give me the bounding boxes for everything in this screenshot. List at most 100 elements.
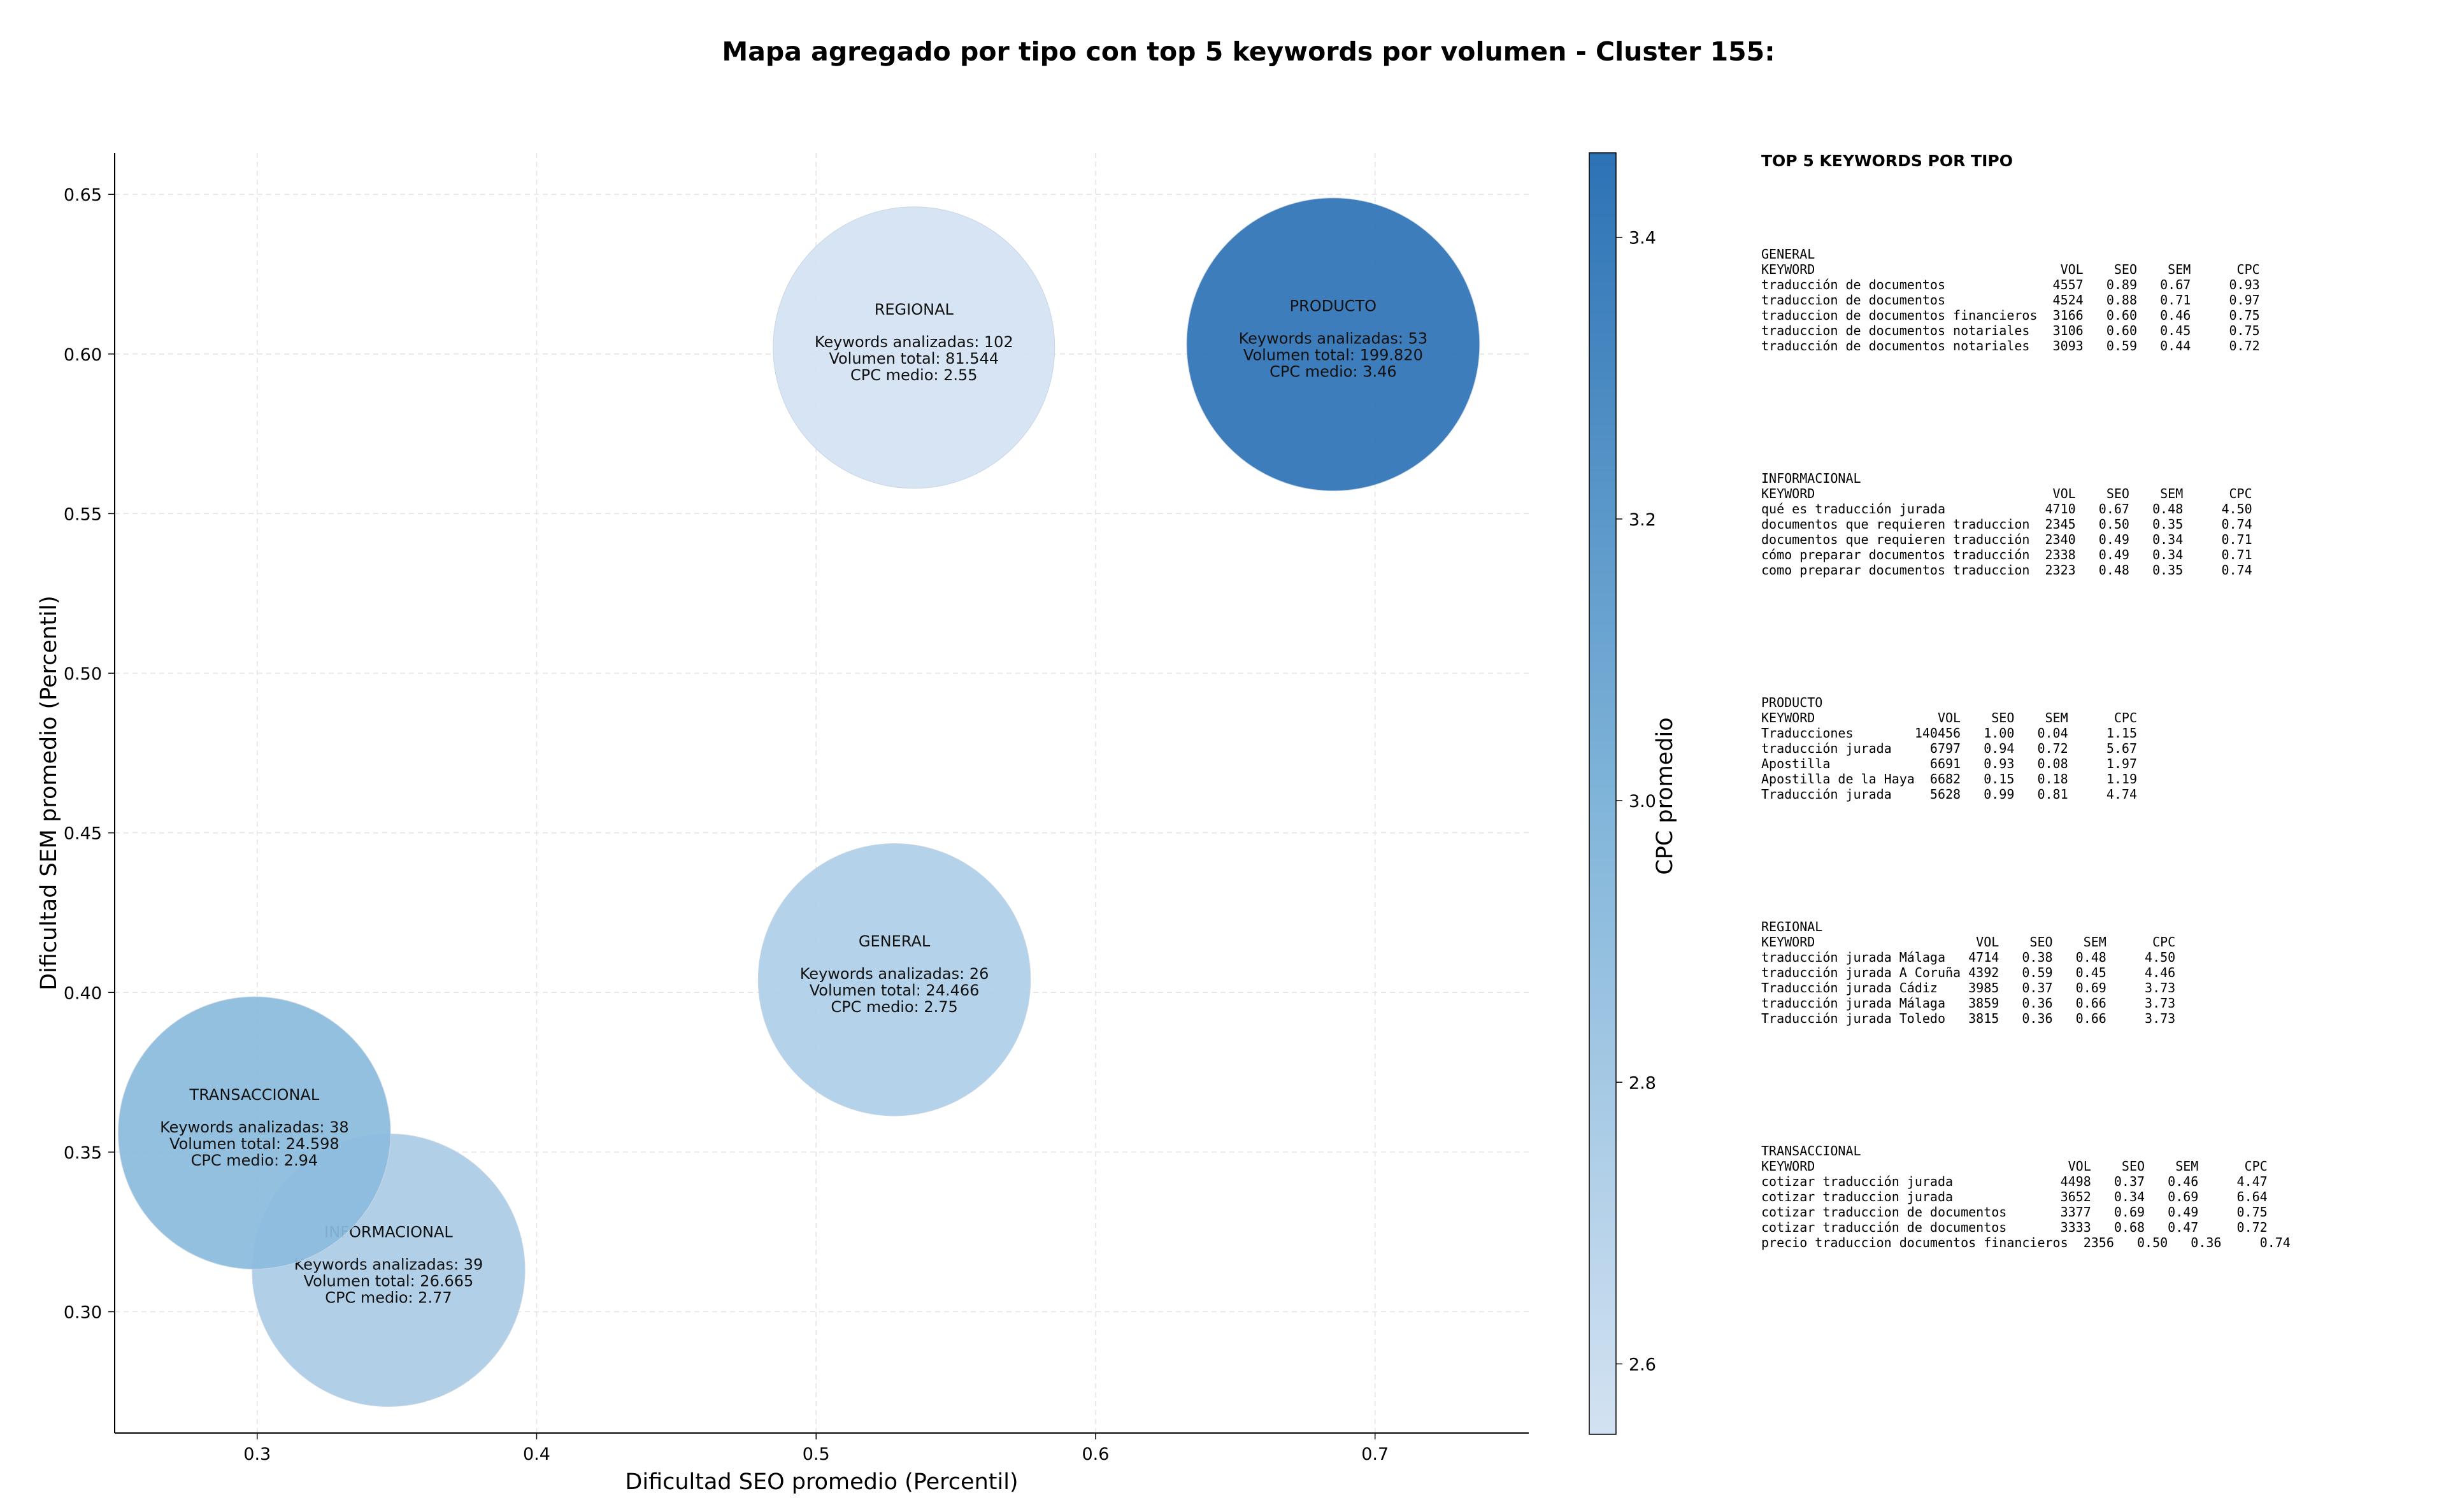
keyword-row: traduccion de documentos notariales 3106… (1761, 323, 2260, 338)
keyword-row: traducción jurada 6797 0.94 0.72 5.67 (1761, 741, 2138, 756)
colorbar-gradient (1589, 152, 1617, 1435)
group-header: KEYWORD VOL SEO SEM CPC (1761, 262, 2260, 277)
bubble-regional: REGIONAL Keywords analizadas: 102Volumen … (773, 206, 1055, 489)
group-header: KEYWORD VOL SEO SEM CPC (1761, 710, 2138, 725)
keyword-group-informacional: INFORMACIONAL KEYWORD VOL SEO SEM CPC qué … (1761, 471, 2436, 695)
axes (114, 153, 1529, 1434)
colorbar-tick-label: 3.0 (1629, 792, 1656, 811)
bubble-label: GENERAL (859, 932, 931, 950)
bubble-cpc: CPC medio: 2.94 (191, 1152, 318, 1169)
keyword-row: cotizar traducción de documentos 3333 0.… (1761, 1220, 2268, 1235)
keyword-group-producto: PRODUCTO KEYWORD VOL SEO SEM CPC Traduccio… (1761, 695, 2436, 919)
x-ticks: 0.3 0.4 0.5 0.6 0.7 (243, 1433, 1389, 1464)
bubble-label: TRANSACCIONAL (189, 1086, 320, 1104)
keyword-row: cotizar traduccion jurada 3652 0.34 0.69… (1761, 1189, 2268, 1204)
keyword-row: qué es traducción jurada 4710 0.67 0.48 … (1761, 501, 2252, 517)
x-tick-label: 0.6 (1082, 1444, 1109, 1464)
x-tick-label: 0.7 (1361, 1444, 1389, 1464)
keyword-group-regional: REGIONAL KEYWORD VOL SEO SEM CPC traducció… (1761, 919, 2436, 1143)
chart-title: Mapa agregado por tipo con top 5 keyword… (722, 36, 1775, 67)
bubble-circle (757, 843, 1031, 1116)
y-tick-label: 0.35 (64, 1143, 102, 1163)
keyword-row: traduccion de documentos 4524 0.88 0.71 … (1761, 292, 2260, 308)
bubble-volume: Volumen total: 81.544 (829, 350, 999, 367)
colorbar-tick-label: 2.8 (1629, 1073, 1656, 1093)
keyword-row: cotizar traduccion de documentos 3377 0.… (1761, 1204, 2268, 1220)
group-name: INFORMACIONAL (1761, 471, 1861, 486)
group-name: TRANSACCIONAL (1761, 1143, 1861, 1159)
colorbar-tick-label: 3.2 (1629, 510, 1656, 530)
keyword-groups: GENERAL KEYWORD VOL SEO SEM CPC traducción… (1761, 246, 2436, 1367)
keyword-row: traducción jurada A Coruña 4392 0.59 0.4… (1761, 965, 2176, 980)
colorbar-tick-label: 3.4 (1629, 229, 1656, 248)
bubble-volume: Volumen total: 199.820 (1243, 346, 1423, 364)
panel-title: TOP 5 KEYWORDS POR TIPO (1761, 152, 2013, 170)
colorbar-tick-label: 2.6 (1629, 1355, 1656, 1374)
keyword-row: documentos que requieren traduccion 2345… (1761, 517, 2252, 532)
bubble-circle (773, 206, 1055, 489)
keyword-row: Apostilla 6691 0.93 0.08 1.97 (1761, 756, 2138, 771)
group-header: KEYWORD VOL SEO SEM CPC (1761, 1159, 2268, 1174)
keyword-row: Traducciones 140456 1.00 0.04 1.15 (1761, 725, 2138, 741)
keyword-row: documentos que requieren traducción 2340… (1761, 532, 2252, 547)
bubble-circle (1186, 197, 1480, 492)
bubble-cpc: CPC medio: 3.46 (1269, 363, 1397, 381)
keyword-row: Traducción jurada 5628 0.99 0.81 4.74 (1761, 787, 2138, 802)
y-ticks: 0.30 0.35 0.40 0.45 0.50 0.55 0.60 0.65 (64, 185, 115, 1323)
group-name: PRODUCTO (1761, 695, 1823, 710)
bubble-keywords: Keywords analizadas: 102 (815, 333, 1013, 351)
x-tick-label: 0.5 (803, 1444, 830, 1464)
bubble-circle (118, 996, 391, 1270)
y-tick-label: 0.65 (64, 185, 102, 205)
group-name: REGIONAL (1761, 919, 1823, 934)
bubble-label: REGIONAL (875, 301, 954, 318)
bubble-keywords: Keywords analizadas: 26 (800, 965, 989, 983)
keyword-group-transaccional: TRANSACCIONAL KEYWORD VOL SEO SEM CPC coti… (1761, 1143, 2436, 1367)
x-axis-label: Dificultad SEO promedio (Percentil) (625, 1469, 1018, 1495)
y-tick-label: 0.30 (64, 1303, 102, 1323)
y-tick-label: 0.45 (64, 824, 102, 844)
bubble-label: PRODUCTO (1290, 297, 1377, 315)
bubble-cpc: CPC medio: 2.75 (831, 998, 958, 1016)
y-tick-label: 0.40 (64, 983, 102, 1003)
y-axis-label: Dificultad SEM promedio (Percentil) (36, 596, 62, 990)
x-tick-label: 0.3 (243, 1444, 271, 1464)
y-tick-label: 0.50 (64, 664, 102, 684)
x-tick-label: 0.4 (523, 1444, 550, 1464)
bubble-volume: Volumen total: 24.598 (169, 1135, 340, 1153)
keyword-row: cotizar traducción jurada 4498 0.37 0.46… (1761, 1174, 2268, 1189)
bubble-keywords: Keywords analizadas: 53 (1239, 330, 1428, 348)
keyword-row: traducción jurada Málaga 3859 0.36 0.66 … (1761, 995, 2176, 1011)
keyword-row: como preparar documentos traduccion 2323… (1761, 562, 2252, 578)
y-tick-label: 0.60 (64, 345, 102, 365)
bubble-volume: Volumen total: 24.466 (810, 981, 980, 999)
colorbar: 2.6 2.8 3.0 3.2 3.4 CPC promedio (1589, 152, 1678, 1435)
bubble-keywords: Keywords analizadas: 38 (160, 1118, 349, 1136)
keyword-row: traduccion de documentos financieros 316… (1761, 308, 2260, 323)
group-header: KEYWORD VOL SEO SEM CPC (1761, 934, 2176, 950)
keyword-row: Apostilla de la Haya 6682 0.15 0.18 1.19 (1761, 771, 2138, 787)
keyword-row: Traducción jurada Cádiz 3985 0.37 0.69 3… (1761, 980, 2176, 995)
keyword-row: traducción jurada Málaga 4714 0.38 0.48 … (1761, 950, 2176, 965)
bubble-volume: Volumen total: 26.665 (304, 1272, 474, 1290)
keyword-group-general: GENERAL KEYWORD VOL SEO SEM CPC traducción… (1761, 246, 2436, 471)
bubble-cpc: CPC medio: 2.77 (325, 1288, 452, 1306)
y-tick-label: 0.55 (64, 504, 102, 524)
colorbar-ticks: 2.6 2.8 3.0 3.2 3.4 (1616, 229, 1656, 1374)
keyword-row: Traducción jurada Toledo 3815 0.36 0.66 … (1761, 1011, 2176, 1026)
bubble-keywords: Keywords analizadas: 39 (294, 1255, 483, 1273)
group-name: GENERAL (1761, 246, 1815, 262)
keyword-row: precio traduccion documentos financieros… (1761, 1235, 2291, 1250)
keyword-row: cómo preparar documentos traducción 2338… (1761, 547, 2252, 562)
group-header: KEYWORD VOL SEO SEM CPC (1761, 486, 2252, 501)
top-keywords-panel: TOP 5 KEYWORDS POR TIPO GENERAL KEYWORD V… (1761, 152, 2436, 1367)
bubble-cpc: CPC medio: 2.55 (850, 366, 978, 384)
colorbar-label: CPC promedio (1652, 717, 1678, 874)
keyword-row: traducción de documentos notariales 3093… (1761, 338, 2260, 353)
keyword-row: traducción de documentos 4557 0.89 0.67 … (1761, 277, 2260, 292)
bubble-transaccional: TRANSACCIONAL Keywords analizadas: 38Volu… (118, 996, 391, 1270)
